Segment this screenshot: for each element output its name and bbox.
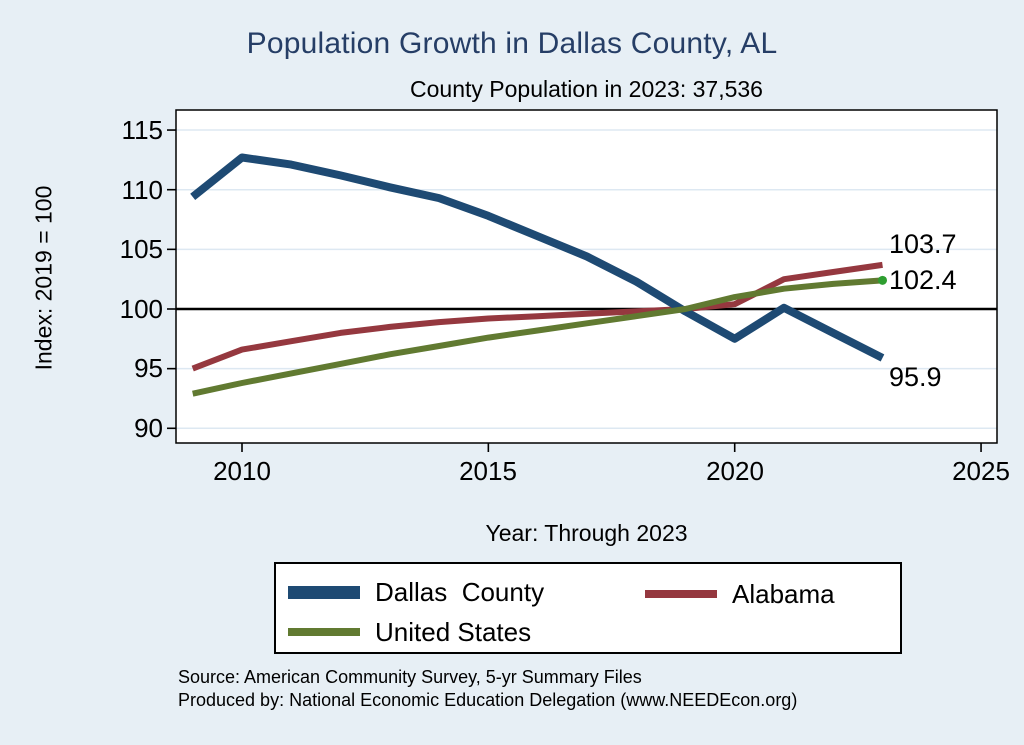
x-tick-label: 2015 (459, 456, 517, 486)
x-tick-label: 2020 (706, 456, 764, 486)
y-tick-label: 90 (134, 413, 163, 443)
legend-label-dallas-county: Dallas County (375, 576, 545, 607)
legend-label-alabama: Alabama (732, 578, 835, 609)
source-line-1: Source: American Community Survey, 5-yr … (178, 667, 642, 687)
chart-subtitle: County Population in 2023: 37,536 (410, 76, 763, 102)
y-tick-label: 115 (121, 115, 163, 145)
end-label-united-states: 102.4 (889, 265, 957, 295)
legend-item-alabama: Alabama (645, 578, 835, 610)
page-title: Population Growth in Dallas County, AL (246, 27, 778, 60)
y-tick-label: 100 (119, 294, 163, 324)
legend-swatch-dallas-county (288, 585, 360, 599)
source-note: Source: American Community Survey, 5-yr … (178, 666, 978, 711)
end-label-alabama: 103.7 (889, 229, 957, 259)
y-tick-label: 95 (134, 353, 163, 383)
x-tick-label: 2025 (952, 456, 1010, 486)
series-line-alabama (191, 261, 883, 372)
legend-swatch-united-states (288, 628, 360, 636)
y-tick-label: 105 (119, 234, 163, 264)
series-line-united-states (192, 277, 883, 397)
x-axis-title: Year: Through 2023 (485, 520, 688, 546)
plot-border (175, 109, 998, 444)
plot-background (176, 110, 997, 443)
y-tick-label: 110 (121, 175, 163, 205)
series-line-dallas-county (190, 153, 885, 362)
legend-item-dallas-county: Dallas County (288, 576, 544, 608)
end-label-dallas-county: 95.9 (889, 362, 942, 392)
x-tick-label: 2010 (213, 456, 271, 486)
legend-swatch-alabama (645, 590, 717, 598)
series-end-marker-united-states (878, 275, 888, 285)
legend-label-united-states: United States (375, 616, 532, 647)
source-line-2: Produced by: National Economic Education… (178, 689, 798, 710)
legend-box: Dallas County Alabama United States (274, 562, 902, 654)
legend-item-united-states: United States (288, 616, 531, 648)
